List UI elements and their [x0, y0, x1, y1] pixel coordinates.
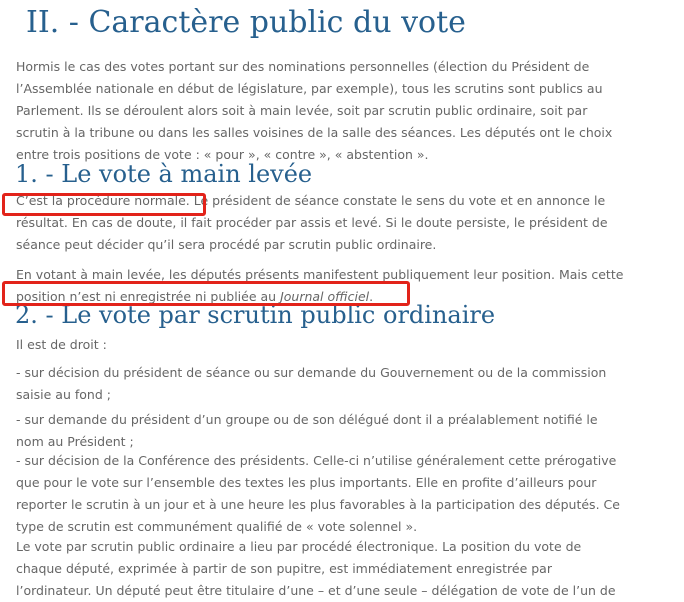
section-2-item-1: - sur décision du président de séance ou… [16, 365, 607, 402]
section-2-item-2: - sur demande du président d’un groupe o… [16, 412, 598, 449]
section-2-intro: Il est de droit : [16, 337, 107, 352]
section-1-heading: 1. - Le vote à main levée [15, 160, 313, 188]
journal-officiel-italic: Journal officiel [280, 289, 370, 304]
section-2-heading: 2. - Le vote par scrutin public ordinair… [15, 301, 496, 329]
section-2-paragraph-2: Le vote par scrutin public ordinaire a l… [16, 539, 616, 598]
section-2-item-3: - sur décision de la Conférence des prés… [16, 453, 620, 534]
paragraph-2-line-2-text: position n’est ni enregistrée ni publiée… [16, 289, 281, 304]
page-title: II. - Caractère public du vote [26, 5, 466, 40]
paragraph-2-line-2-period: . [369, 289, 374, 304]
intro-paragraph: Hormis le cas des votes portant sur des … [16, 59, 613, 162]
section-1-paragraph-2: En votant à main levée, les députés prés… [16, 264, 623, 308]
paragraph-2-line-1: En votant à main levée, les députés prés… [16, 267, 624, 282]
section-1-paragraph-1: C’est la procédure normale. Le président… [16, 193, 608, 252]
